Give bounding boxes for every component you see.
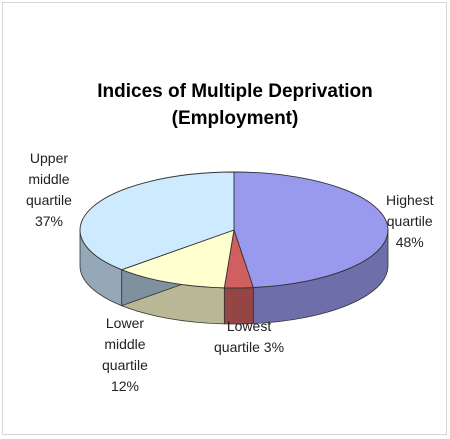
slice-label-lower-middle-quartile: Lower middle quartile 12%	[102, 313, 148, 397]
slice-label-line: quartile	[386, 213, 433, 229]
slice-label-upper-middle-quartile: Upper middle quartile 37%	[26, 148, 72, 232]
slice-label-line: quartile	[102, 357, 148, 373]
slice-label-line: 37%	[34, 213, 63, 229]
slice-label-line: middle	[104, 336, 146, 352]
slice-label-line: Lowest	[226, 318, 272, 334]
slice-label-line: 12%	[110, 378, 139, 394]
chart-title-line-1: Indices of Multiple Deprivation	[97, 81, 373, 102]
pie-top-faces	[79, 171, 389, 289]
slice-label-highest-quartile: Highest quartile 48%	[386, 190, 433, 253]
slice-label-line: quartile	[26, 192, 72, 208]
pie-slice-highest-quartile	[233, 171, 389, 289]
slice-label-line: middle	[28, 171, 70, 187]
slice-label-line: Highest	[386, 192, 434, 208]
slice-label-line: Upper	[29, 150, 69, 166]
slice-label-lowest-quartile: Lowest quartile 3%	[214, 316, 284, 358]
chart-title-line-2: (Employment)	[171, 108, 299, 129]
chart-title: Indices of Multiple Deprivation (Employm…	[0, 78, 450, 132]
pie-slice-lower-middle-quartile	[120, 229, 235, 289]
slice-label-line: 48%	[395, 234, 424, 250]
slice-label-line: Lower	[105, 315, 145, 331]
pie-slice-upper-middle-quartile	[79, 171, 235, 271]
slice-label-line: quartile 3%	[214, 339, 285, 355]
